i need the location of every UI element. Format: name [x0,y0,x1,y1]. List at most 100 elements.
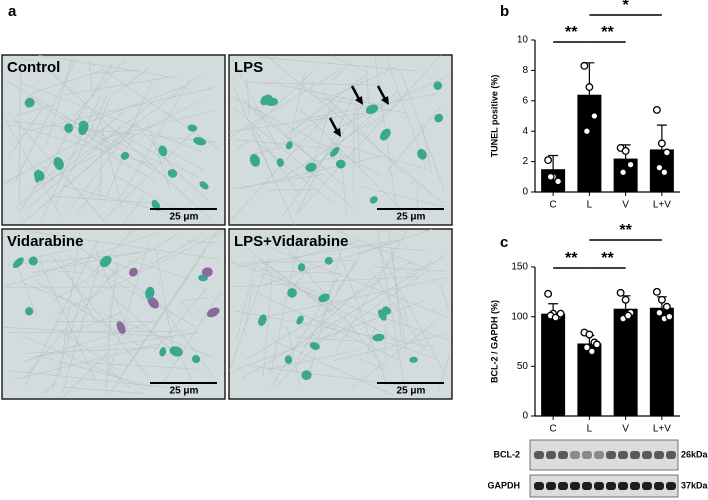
nucleus [330,146,340,157]
blot-band [642,482,652,490]
tissue-texture [270,274,340,388]
blot-band [570,451,580,459]
tissue-texture [282,122,371,179]
tissue-texture [241,255,446,379]
tissue-texture [234,310,434,348]
tissue-texture [33,279,146,350]
tissue-texture [252,255,256,262]
nucleus [249,153,260,167]
tissue-texture [8,330,188,333]
tissue-texture [95,102,153,149]
blot-band [618,482,628,490]
nucleus [167,169,178,178]
tissue-texture [38,54,179,79]
panel-label: a [8,3,17,20]
nucleus [53,157,64,170]
micrograph-label: Control [7,59,60,76]
blot-band [666,482,676,490]
tissue-texture [15,343,161,380]
x-tick-label: V [622,200,629,211]
tissue-texture [108,368,130,389]
y-tick-label: 8 [522,65,528,76]
tissue-texture [333,74,451,131]
tissue-texture [162,291,221,384]
nucleus [309,342,320,350]
tissue-texture [266,349,362,371]
tissue-texture [437,355,450,392]
data-point [585,83,594,92]
y-tick-label: 100 [511,311,528,322]
significance-label: * [623,0,630,14]
nucleus [78,121,89,136]
tissue-texture [186,240,219,244]
tissue-texture [3,116,62,218]
tissue-texture [9,120,216,143]
tissue-texture [229,257,270,371]
tissue-texture [331,142,428,170]
data-point [582,127,591,136]
nucleus [372,333,385,342]
nucleus [297,263,306,272]
nucleus [100,255,112,268]
tissue-texture [416,182,419,225]
tissue-texture [58,329,122,373]
tissue-texture [3,125,109,184]
tissue-texture [45,285,52,289]
tissue-texture [228,70,339,139]
tissue-texture [36,110,125,187]
tissue-texture [391,247,402,342]
tissue-texture [41,63,212,221]
tissue-texture [376,247,446,375]
tissue-texture [233,107,357,211]
data-point [626,160,635,169]
data-point [590,112,599,120]
tissue-texture [153,288,207,352]
tissue-texture [228,109,391,132]
blot-label: GAPDH [487,480,520,490]
tissue-texture [282,107,337,144]
tissue-texture [235,139,328,149]
tissue-texture [13,117,107,224]
data-point [587,347,596,356]
tissue-texture [295,337,365,342]
tissue-texture [19,140,102,205]
blot-size: 37kDa [681,480,708,490]
tissue-texture [241,98,257,111]
data-point [544,156,553,165]
nucleus [193,137,207,146]
nucleus [276,158,285,167]
x-tick-label: L+V [653,200,671,211]
blot-band [594,482,604,490]
blot-band [558,451,568,459]
tissue-texture [123,195,144,224]
blot-band [618,451,628,459]
tissue-texture [251,131,275,179]
tissue-texture [52,297,82,390]
tissue-texture [52,267,105,302]
tissue-texture [100,67,220,150]
tissue-texture [20,58,40,62]
nucleus [365,104,379,115]
blot-band [666,451,676,459]
nucleus [324,256,333,265]
bar [541,313,566,416]
tissue-texture [32,248,157,274]
tissue-texture [286,326,301,385]
tissue-texture [59,232,80,376]
nucleus [201,267,213,277]
tissue-texture [331,63,350,82]
tissue-texture [253,263,401,343]
tissue-texture [336,246,388,387]
tissue-texture [66,311,124,335]
tissue-texture [399,69,445,191]
tissue-texture [330,270,428,338]
nucleus [147,297,159,309]
tissue-texture [104,241,150,387]
nucleus [129,267,138,277]
data-point [655,163,664,172]
blot-band [534,482,544,490]
tissue-texture [63,386,145,394]
tissue-texture [23,346,180,354]
tissue-texture [104,125,200,220]
